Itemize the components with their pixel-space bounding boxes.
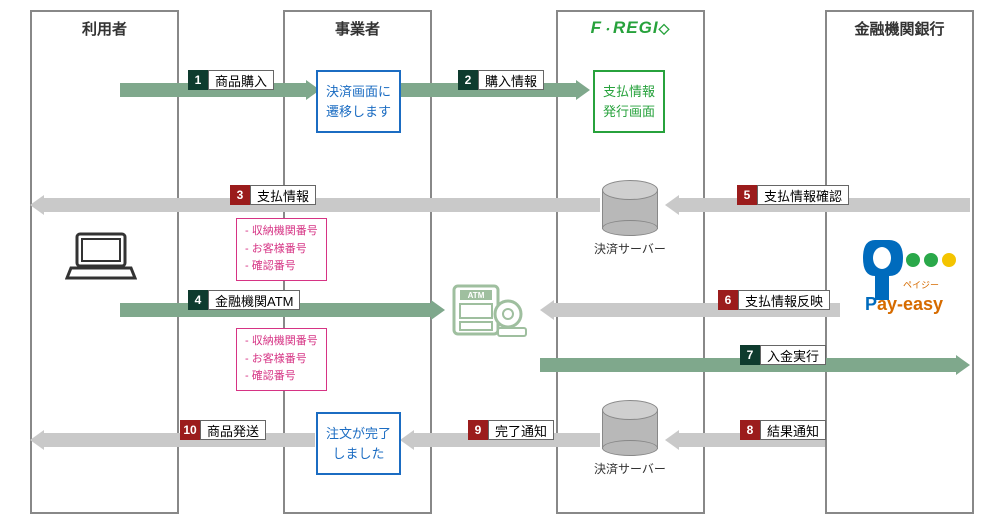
green1: 支払情報発行画面: [593, 70, 665, 133]
db-label: 決済サーバー: [582, 240, 678, 257]
step-text: 商品発送: [200, 420, 266, 440]
step-number: 7: [740, 345, 760, 365]
diagram-canvas: 利用者 事業者 F・REGI◇ 金融機関銀行 1商品購入 2購入情報 3支払情報 5支払情報確…: [0, 0, 1000, 523]
svg-text:ペイジー: ペイジー: [903, 280, 939, 290]
step-text: 入金実行: [760, 345, 826, 365]
step-text: 金融機関ATM: [208, 290, 300, 310]
blue2: 注文が完了しました: [316, 412, 401, 475]
step-number: 4: [188, 290, 208, 310]
step-number: 10: [180, 420, 200, 440]
step-text: 支払情報反映: [738, 290, 830, 310]
step-label-8: 8結果通知: [740, 420, 826, 440]
db-cyl2: [602, 400, 658, 456]
pink1: - 収納機関番号- お客様番号- 確認番号: [236, 218, 327, 281]
svg-text:ATM: ATM: [468, 291, 485, 300]
atm-icon: ATM: [450, 280, 530, 345]
fregi-logo: F・REGI◇: [558, 12, 703, 44]
step-number: 6: [718, 290, 738, 310]
step-number: 9: [468, 420, 488, 440]
laptop-icon: [65, 230, 137, 287]
step-number: 5: [737, 185, 757, 205]
step-text: 商品購入: [208, 70, 274, 90]
column-header: 金融機関銀行: [827, 12, 972, 45]
step-text: 支払情報確認: [757, 185, 849, 205]
step-label-3: 3支払情報: [230, 185, 316, 205]
step-text: 購入情報: [478, 70, 544, 90]
column-header: 利用者: [32, 12, 177, 45]
arrow-10: [30, 430, 315, 450]
db-cyl1: [602, 180, 658, 236]
payeasy-logo: ペイジー P ay-easy: [855, 230, 965, 325]
step-text: 結果通知: [760, 420, 826, 440]
step-label-7: 7入金実行: [740, 345, 826, 365]
step-label-6: 6支払情報反映: [718, 290, 830, 310]
svg-text:P: P: [865, 294, 877, 314]
step-text: 支払情報: [250, 185, 316, 205]
step-label-10: 10商品発送: [180, 420, 266, 440]
step-number: 2: [458, 70, 478, 90]
step-label-9: 9完了通知: [468, 420, 554, 440]
step-label-5: 5支払情報確認: [737, 185, 849, 205]
db-label: 決済サーバー: [582, 460, 678, 477]
step-label-4: 4金融機関ATM: [188, 290, 300, 310]
step-text: 完了通知: [488, 420, 554, 440]
column-header: 事業者: [285, 12, 430, 45]
blue1: 決済画面に遷移します: [316, 70, 401, 133]
step-label-2: 2購入情報: [458, 70, 544, 90]
step-number: 3: [230, 185, 250, 205]
step-number: 1: [188, 70, 208, 90]
step-label-1: 1商品購入: [188, 70, 274, 90]
svg-text:ay-easy: ay-easy: [877, 294, 943, 314]
step-number: 8: [740, 420, 760, 440]
pink2: - 収納機関番号- お客様番号- 確認番号: [236, 328, 327, 391]
